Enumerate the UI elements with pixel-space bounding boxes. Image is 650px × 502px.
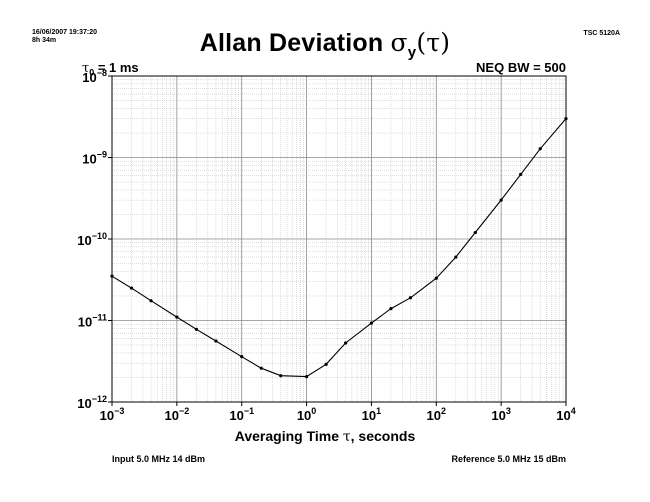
chart-title: Allan Deviation σy(τ) [0,28,650,61]
grid-lines [111,76,566,403]
data-point [175,315,179,319]
x-axis-label-text: Averaging Time [234,428,343,444]
data-point [454,255,458,259]
timestamp: 16/06/2007 19:37:20 [32,29,97,36]
y-tick-labels: 10−12 10−11 10−10 10−9 10−8 [77,68,107,411]
x-tick-label: 102 [427,406,446,423]
series-group [110,117,568,379]
sigma-symbol: σ [390,28,408,57]
tau0-symbol: τ [82,61,90,76]
tau0-subscript: 0 [89,67,95,78]
y-tick-label: 10−10 [77,231,107,248]
x-tick-label: 10−1 [229,406,254,423]
data-point [214,339,218,343]
data-point [408,296,413,300]
tau-argument: (τ) [416,28,451,57]
data-point [499,198,503,202]
data-point [344,341,348,345]
y-tick-label: 10−11 [78,313,107,330]
data-point [259,366,263,370]
data-point [110,274,114,278]
tau0-annotation: τ0 = 1 ms [82,60,139,78]
x-tick-label: 10−2 [164,406,189,423]
data-point [149,299,153,303]
y-tick-label: 10−8 [82,68,107,85]
x-axis-tau: τ [342,429,351,445]
axis-ticks [108,75,567,406]
data-point [369,321,374,325]
input-info: Input 5.0 MHz 14 dBm [112,454,206,464]
data-point [434,276,438,280]
tau0-value: = 1 ms [94,60,139,75]
x-axis-units: , seconds [350,428,416,444]
data-point [519,172,523,177]
sigma-subscript: y [407,44,417,61]
allan-deviation-line [111,118,567,378]
data-point [473,230,477,235]
x-tick-label: 103 [491,406,510,423]
chart-title-text: Allan Deviation [199,29,391,57]
y-tick-label: 10−12 [77,394,107,411]
neq-bw-annotation: NEQ BW = 500 [476,60,566,75]
data-point [389,306,393,311]
data-point [304,374,309,379]
x-tick-label: 10−3 [100,406,125,423]
data-point [279,374,283,378]
data-point [564,117,568,121]
x-tick-label: 104 [556,406,575,423]
x-axis-label: Averaging Time τ, seconds [0,428,650,445]
instrument-label: TSC 5120A [583,30,620,37]
data-point [240,355,244,359]
data-point [129,286,134,290]
data-point [324,362,328,366]
x-tick-labels: 10−3 10−2 10−1 100 101 102 103 104 [100,406,576,423]
reference-info: Reference 5.0 MHz 15 dBm [451,454,566,464]
y-tick-label: 10−9 [82,150,107,167]
data-point [538,147,542,151]
x-tick-label: 100 [297,406,316,423]
data-point [194,327,198,331]
elapsed-time: 8h 34m [32,37,57,44]
x-tick-label: 101 [362,406,381,423]
